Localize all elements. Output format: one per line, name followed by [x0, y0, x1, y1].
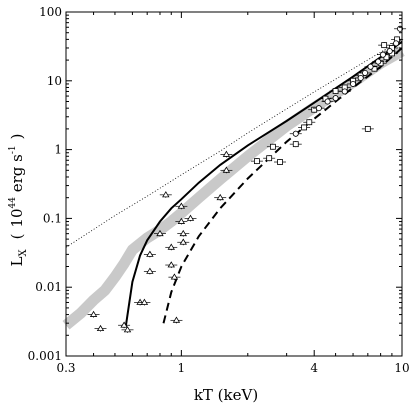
circle-data-point [289, 130, 302, 137]
gray-band-layer [62, 46, 405, 330]
triangle-data-point [159, 191, 172, 198]
solid-model-curve [124, 40, 403, 327]
curve-layer [65, 39, 403, 327]
y-axis-units-tail-exp: -1 [8, 145, 18, 154]
circle-data-point [338, 88, 351, 95]
circle-data-point [347, 80, 360, 87]
y-axis-title-sub: X [18, 249, 29, 257]
y-tick-label: 0.001 [28, 349, 62, 363]
x-tick-label: 0.3 [56, 361, 75, 375]
x-tick-label: 10 [394, 361, 409, 375]
triangle-data-point [143, 267, 156, 275]
triangle-data-point [170, 316, 183, 324]
triangle-data-point [175, 202, 188, 210]
circle-data-point [359, 69, 372, 76]
circle-data-point [321, 98, 334, 105]
plot-frame [65, 11, 403, 357]
circle-data-point [354, 74, 367, 81]
triangle-data-point [220, 150, 233, 158]
y-axis-units-base: 10 [8, 208, 26, 227]
square-data-point [329, 88, 342, 95]
y-tick-label: 0.1 [43, 211, 62, 225]
circle-data-point [390, 40, 403, 47]
circle-data-point [383, 48, 396, 55]
circle-data-point [312, 105, 325, 112]
dotted-selfsimilar-line [65, 39, 403, 248]
y-axis-title: LX(1044 erg s-1) [8, 133, 29, 266]
gray-model-band [62, 46, 405, 330]
triangle-data-point [168, 273, 181, 281]
y-tick-label: 1 [54, 143, 62, 157]
dashed-model-curve [162, 47, 403, 324]
circle-data-point [364, 63, 377, 70]
square-data-point [266, 143, 279, 150]
triangle-data-point [143, 250, 156, 258]
square-data-point [303, 119, 316, 126]
circle-data-point [394, 25, 407, 32]
x-axis-title: kT (keV) [194, 386, 258, 404]
x-tick-label: 4 [310, 361, 318, 375]
triangle-data-point [177, 229, 190, 237]
triangle-data-point [138, 298, 151, 306]
triangle-data-point [153, 229, 166, 237]
circle-data-point [329, 95, 342, 102]
triangle-data-point [220, 166, 233, 174]
square-data-point [361, 125, 374, 132]
y-axis-units-exp: 44 [8, 197, 18, 209]
triangle-data-point [184, 214, 197, 222]
triangle-data-point [165, 243, 178, 251]
triangle-data-point [175, 217, 188, 225]
square-data-point [298, 124, 311, 131]
x-tick-label: 1 [178, 361, 186, 375]
square-data-point [250, 158, 263, 165]
circle-data-point [372, 58, 385, 65]
triangle-data-point [118, 321, 131, 329]
y-axis-title-main: L [8, 257, 26, 267]
circle-data-point [376, 51, 389, 58]
triangle-data-point [165, 261, 178, 269]
square-data-point [274, 159, 287, 166]
marker-layer [87, 25, 407, 333]
tick-layer: 0.3 1 4 10 0.001 0.01 0.1 1 10 100 [28, 5, 409, 375]
square-data-point [263, 155, 276, 162]
y-axis-units-tail: erg s [8, 154, 26, 197]
square-data-point [378, 42, 391, 49]
triangle-data-point [121, 326, 134, 333]
y-tick-label: 100 [39, 5, 62, 19]
square-data-point [289, 141, 302, 148]
triangle-data-point [177, 238, 190, 246]
triangle-data-point [214, 193, 227, 201]
y-tick-label: 10 [47, 74, 62, 88]
triangle-data-point [94, 324, 107, 332]
triangle-data-point [87, 310, 100, 318]
y-tick-label: 0.01 [35, 280, 62, 294]
